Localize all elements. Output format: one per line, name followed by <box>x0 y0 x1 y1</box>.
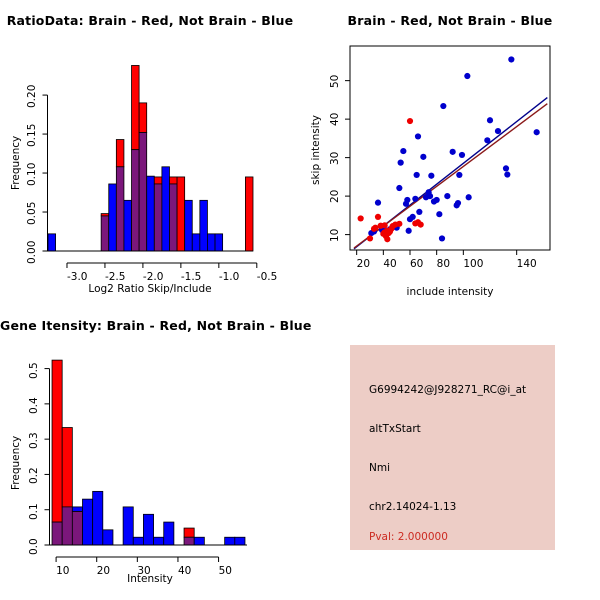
gene_hist-ytick-1: 0.1 <box>28 503 40 520</box>
ratio-hist-plot <box>42 65 258 268</box>
info-gene-symbol: Nmi <box>369 462 390 474</box>
ratio_hist-ytick-4: 0.20 <box>26 84 38 109</box>
ratio_hist-ytick-0: 0.00 <box>26 240 38 264</box>
panel-gene-histogram: Gene Itensity: Brain - Red, Not Brain - … <box>0 300 312 600</box>
scatter-ytick-2: 30 <box>329 151 341 165</box>
ratio-hist-xlabel: Log2 Ratio Skip/Include <box>88 283 212 295</box>
gene-hist-plot <box>44 359 247 562</box>
info-pval: Pval: 2.000000 <box>369 531 448 543</box>
ratio-hist-title: RatioData: Brain - Red, Not Brain - Blue <box>6 13 294 28</box>
info-probe-id: G6994242@J928271_RC@i_at <box>369 384 527 396</box>
gene_hist-ytick-2: 0.2 <box>28 467 40 485</box>
gene_hist-ytick-3: 0.3 <box>28 432 40 450</box>
scatter-ytick-4: 50 <box>329 74 341 88</box>
scatter-xlabel: include intensity <box>406 286 494 298</box>
gene_hist-ytick-0: 0.0 <box>28 538 40 555</box>
scatter-ytick-0: 10 <box>329 228 341 242</box>
scatter-ytick-1: 20 <box>329 189 341 204</box>
panel-scatter: Brain - Red, Not Brain - Blue skip inten… <box>300 0 600 300</box>
ratio_hist-ytick-3: 0.15 <box>26 123 38 148</box>
gene-hist-title: Gene Itensity: Brain - Red, Not Brain - … <box>0 318 312 333</box>
panel-ratio-histogram: RatioData: Brain - Red, Not Brain - Blue… <box>0 0 300 300</box>
gene_hist-ytick-4: 0.4 <box>28 397 40 414</box>
scatter-ytick-3: 40 <box>329 112 341 127</box>
ratio_hist-ytick-1: 0.05 <box>26 201 38 226</box>
panel-probe-info: G6994242@J928271_RC@i_at altTxStart Nmi … <box>350 345 555 550</box>
scatter-title: Brain - Red, Not Brain - Blue <box>347 13 553 28</box>
gene_hist-ytick-5: 0.5 <box>28 361 40 379</box>
info-event-type: altTxStart <box>369 423 421 435</box>
scatter-plot <box>345 45 551 255</box>
ratio_hist-ytick-2: 0.10 <box>26 162 38 187</box>
gene-hist-xlabel: Intensity <box>127 573 173 585</box>
info-locus: chr2.14024-1.13 <box>369 501 457 513</box>
